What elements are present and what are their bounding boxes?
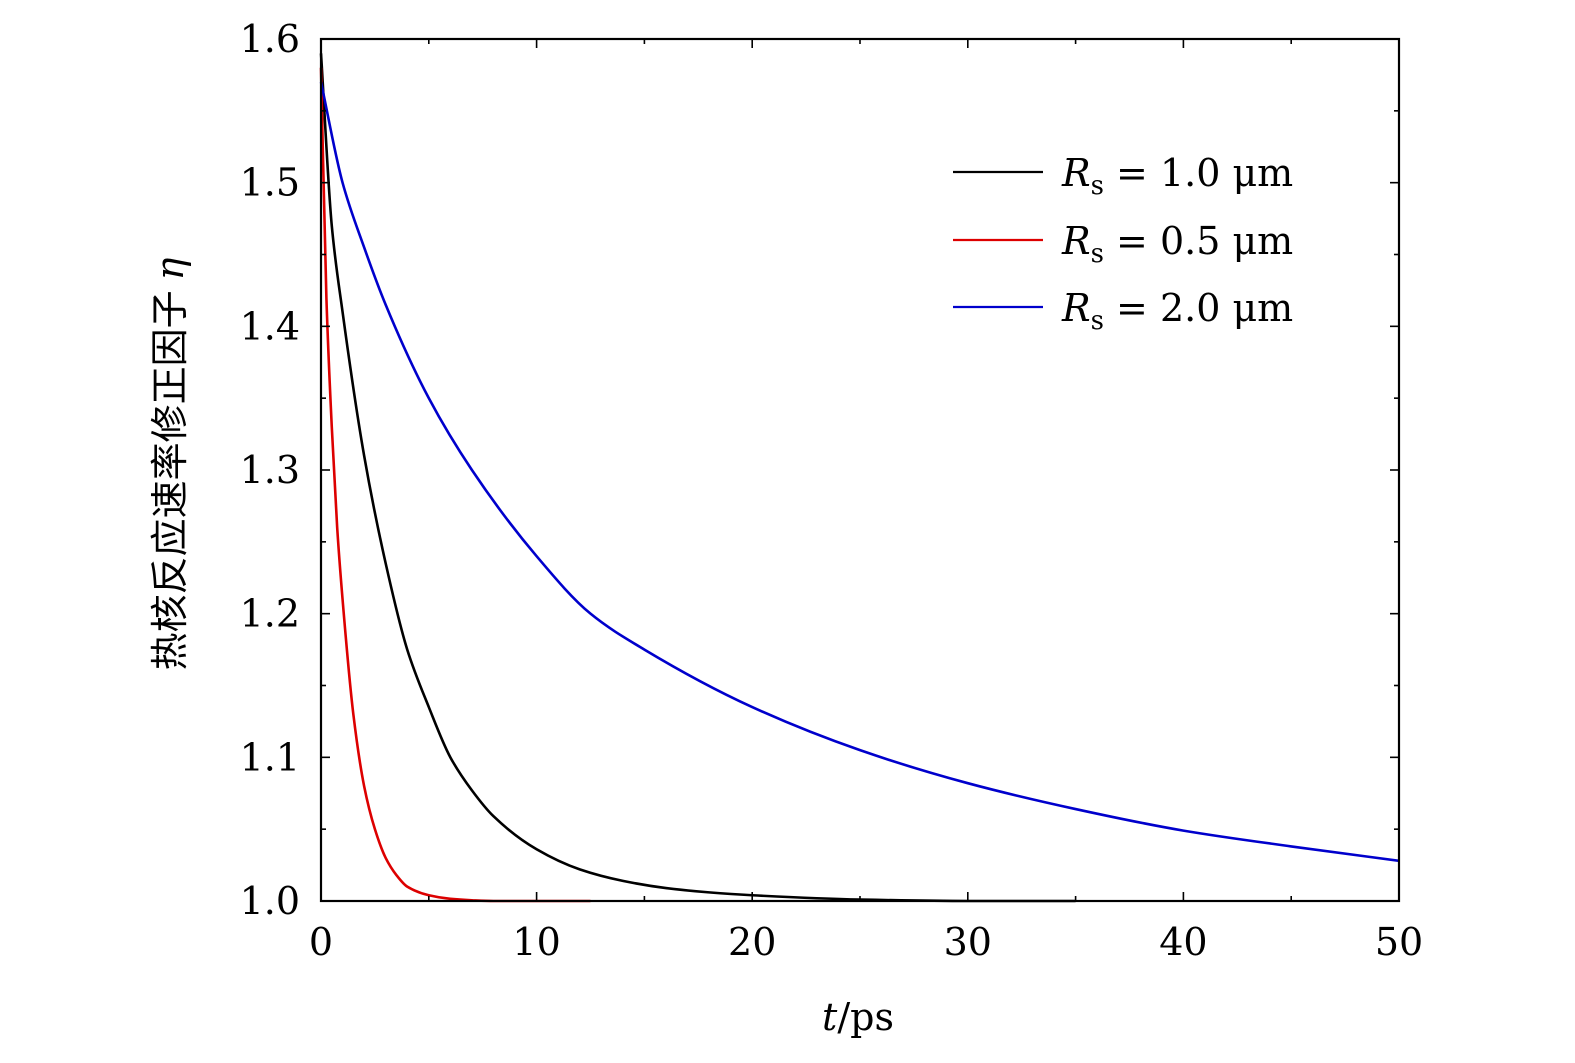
y-tick-label: 1.4 [240, 304, 300, 348]
x-tick-label: 10 [512, 920, 560, 964]
y-tick-label: 1.2 [240, 592, 300, 636]
series-line-1 [319, 67, 591, 903]
legend-item: Rs = 1.0 μm [953, 151, 1293, 201]
legend-label: Rs = 1.0 μm [1061, 151, 1293, 201]
x-tick-label: 20 [728, 920, 776, 964]
y-tick-label: 1.6 [240, 17, 300, 61]
legend: Rs = 1.0 μm Rs = 0.5 μm Rs = 2.0 μm [953, 151, 1293, 336]
x-axis-label: t/ps [822, 995, 894, 1039]
y-tick-label: 1.0 [240, 879, 300, 923]
y-tick-label: 1.1 [240, 735, 300, 779]
x-tick-label: 40 [1159, 920, 1207, 964]
y-tick-label: 1.5 [240, 161, 300, 205]
legend-item: Rs = 2.0 μm [953, 286, 1293, 336]
y-tick-label: 1.3 [240, 448, 300, 492]
x-tick-label: 50 [1375, 920, 1423, 964]
y-axis-var: η [148, 257, 192, 280]
y-axis-text: 热核反应速率修正因子 [148, 290, 192, 670]
x-tick-label: 30 [944, 920, 992, 964]
axis-ticks [320, 38, 1400, 902]
legend-label: Rs = 2.0 μm [1061, 286, 1293, 336]
y-axis-label: 热核反应速率修正因子 η [148, 257, 192, 670]
axis-tick-labels: 0 10 20 30 40 50 1.0 1.1 1.2 1.3 1.4 1.5 1.6 [240, 17, 1424, 964]
legend-label: Rs = 0.5 μm [1061, 219, 1293, 269]
x-axis-unit: /ps [837, 995, 894, 1039]
legend-item: Rs = 0.5 μm [953, 219, 1293, 269]
series-line-2 [319, 81, 1400, 863]
x-axis-var: t [822, 995, 838, 1039]
series-line-0 [319, 53, 1076, 903]
x-tick-label: 0 [309, 920, 333, 964]
